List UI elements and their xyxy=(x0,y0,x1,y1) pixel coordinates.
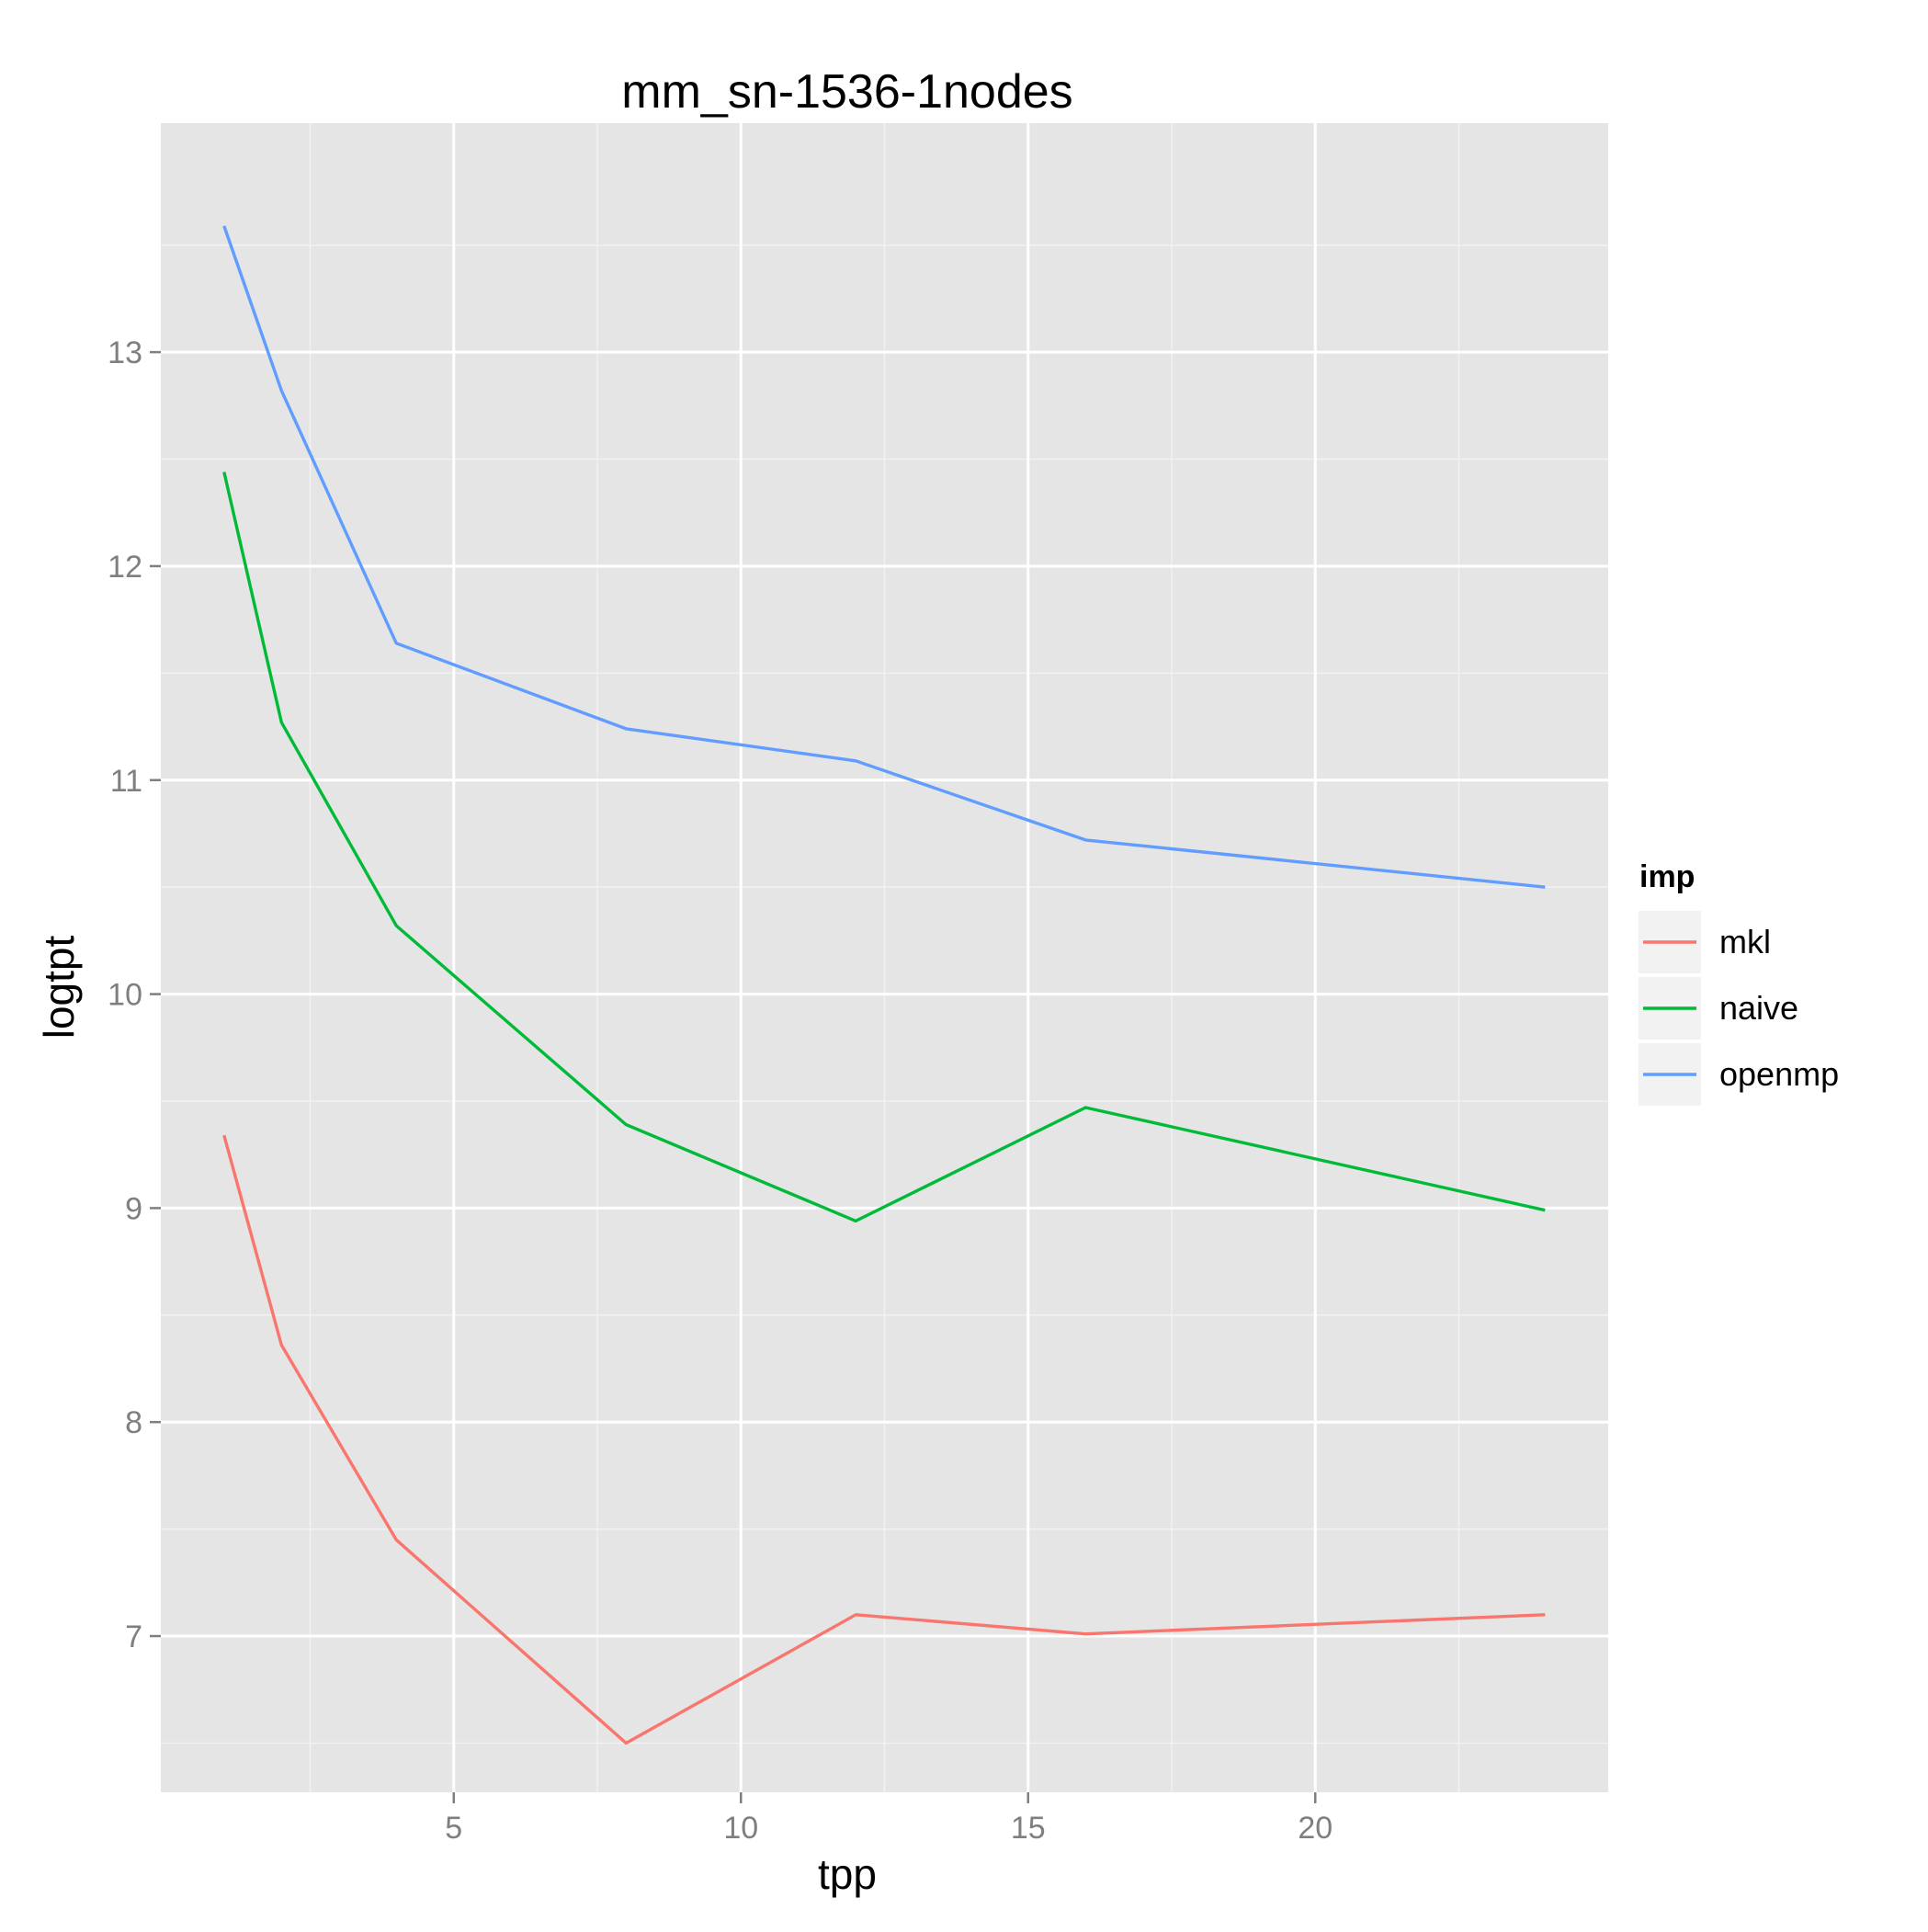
axis-ticks xyxy=(150,350,1317,1803)
y-axis-title: logtpt xyxy=(35,936,83,1040)
tick-labels: 5 10 15 20 7 8 9 10 11 12 13 xyxy=(108,335,1333,1846)
legend-title: imp xyxy=(1639,859,1695,894)
legend-label: openmp xyxy=(1719,1055,1839,1093)
legend-items: mkl naive openmp xyxy=(1639,911,1839,1106)
x-tick-label: 20 xyxy=(1298,1811,1333,1846)
legend-item-mkl: mkl xyxy=(1639,911,1771,973)
x-tick-label: 15 xyxy=(1011,1811,1046,1846)
y-tick-label: 10 xyxy=(108,978,142,1013)
x-tick-label: 5 xyxy=(445,1811,462,1846)
legend-item-openmp: openmp xyxy=(1639,1043,1839,1106)
y-tick-label: 12 xyxy=(108,550,142,585)
legend-label: naive xyxy=(1719,989,1798,1027)
y-tick-label: 7 xyxy=(125,1619,142,1654)
y-tick-label: 8 xyxy=(125,1405,142,1440)
y-tick-label: 13 xyxy=(108,335,142,370)
major-gridlines xyxy=(161,123,1608,1792)
series-line-mkl xyxy=(222,1134,1546,1745)
x-tick-label: 10 xyxy=(723,1811,758,1846)
chart-title: mm_sn-1536-1nodes xyxy=(621,65,1072,119)
y-tick-label: 11 xyxy=(110,764,142,799)
minor-gridlines xyxy=(161,123,1608,1792)
legend-label: mkl xyxy=(1719,923,1771,960)
x-axis-title: tpp xyxy=(818,1850,877,1898)
legend: imp mkl naive openmp xyxy=(1639,859,1839,1106)
legend-item-naive: naive xyxy=(1639,977,1798,1040)
series-line-naive xyxy=(222,472,1546,1223)
y-tick-label: 9 xyxy=(125,1191,142,1226)
series-line-openmp xyxy=(222,225,1546,889)
series-lines xyxy=(222,225,1546,1745)
